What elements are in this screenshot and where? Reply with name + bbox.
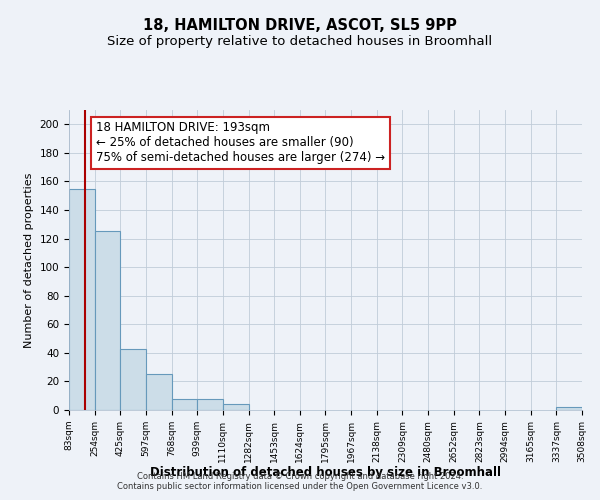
Bar [223,404,248,410]
Text: 18, HAMILTON DRIVE, ASCOT, SL5 9PP: 18, HAMILTON DRIVE, ASCOT, SL5 9PP [143,18,457,32]
Bar [120,348,146,410]
Text: Contains public sector information licensed under the Open Government Licence v3: Contains public sector information licen… [118,482,482,491]
Bar [172,398,197,410]
Text: Contains HM Land Registry data © Crown copyright and database right 2024.: Contains HM Land Registry data © Crown c… [137,472,463,481]
Bar [95,232,120,410]
Bar [69,188,95,410]
X-axis label: Distribution of detached houses by size in Broomhall: Distribution of detached houses by size … [150,466,501,479]
Bar [146,374,172,410]
Bar [197,398,223,410]
Text: 18 HAMILTON DRIVE: 193sqm
← 25% of detached houses are smaller (90)
75% of semi-: 18 HAMILTON DRIVE: 193sqm ← 25% of detac… [96,122,385,164]
Bar [556,407,582,410]
Text: Size of property relative to detached houses in Broomhall: Size of property relative to detached ho… [107,35,493,48]
Y-axis label: Number of detached properties: Number of detached properties [24,172,34,348]
